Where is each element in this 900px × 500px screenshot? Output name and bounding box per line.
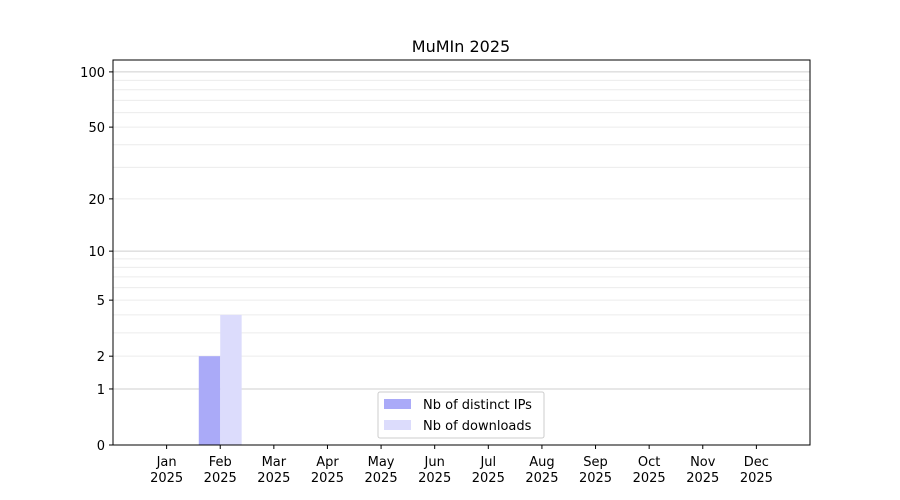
- y-tick-label: 10: [88, 245, 105, 260]
- x-tick-label-year: 2025: [204, 471, 237, 486]
- y-tick-label: 100: [80, 66, 105, 81]
- x-tick-label-year: 2025: [740, 471, 773, 486]
- x-tick-label-year: 2025: [365, 471, 398, 486]
- legend-box: [377, 391, 545, 439]
- plot-frame: [112, 59, 811, 446]
- x-tick-label-month: Sep: [583, 455, 608, 470]
- y-tick-label: 50: [88, 121, 105, 136]
- x-tick-label-year: 2025: [311, 471, 344, 486]
- x-tick-label-month: Jan: [156, 455, 177, 470]
- x-tick-label-month: May: [368, 455, 395, 470]
- x-tick-label-month: Apr: [316, 455, 339, 470]
- y-tick-label: 5: [97, 294, 105, 309]
- bar-distinct-ips: [198, 356, 221, 445]
- y-tick-label: 0: [97, 439, 105, 454]
- legend-swatch-ips: [384, 399, 411, 409]
- x-tick-label-year: 2025: [579, 471, 612, 486]
- x-tick-label-year: 2025: [525, 471, 558, 486]
- x-tick-label-year: 2025: [686, 471, 719, 486]
- x-tick-label-month: Nov: [690, 455, 716, 470]
- legend-swatch-downloads: [384, 420, 411, 430]
- chart-title: MuMIn 2025: [412, 37, 510, 56]
- x-tick-label-month: Jul: [479, 455, 496, 470]
- x-tick-label-year: 2025: [150, 471, 183, 486]
- x-tick-label-month: Aug: [529, 455, 554, 470]
- x-tick-label-month: Feb: [209, 455, 232, 470]
- x-axis: Jan2025Feb2025Mar2025Apr2025May2025Jun20…: [150, 445, 773, 486]
- bars: [198, 314, 242, 445]
- x-tick-label-month: Dec: [744, 455, 769, 470]
- x-tick-label-month: Mar: [262, 455, 287, 470]
- legend: Nb of distinct IPs Nb of downloads: [377, 391, 545, 439]
- y-tick-label: 2: [97, 350, 105, 365]
- x-tick-label-month: Oct: [638, 455, 660, 470]
- bar-downloads: [220, 314, 242, 445]
- legend-label-ips: Nb of distinct IPs: [423, 398, 532, 413]
- y-tick-label: 20: [88, 193, 105, 208]
- x-tick-label-year: 2025: [418, 471, 451, 486]
- legend-label-downloads: Nb of downloads: [423, 419, 532, 434]
- y-tick-label: 1: [97, 383, 105, 398]
- x-tick-label-year: 2025: [257, 471, 290, 486]
- grid: [113, 71, 810, 390]
- x-tick-label-month: Jun: [424, 455, 445, 470]
- x-tick-label-year: 2025: [472, 471, 505, 486]
- y-axis: 0 1 2 5 10 20 50 100: [80, 66, 113, 454]
- x-tick-label-year: 2025: [633, 471, 666, 486]
